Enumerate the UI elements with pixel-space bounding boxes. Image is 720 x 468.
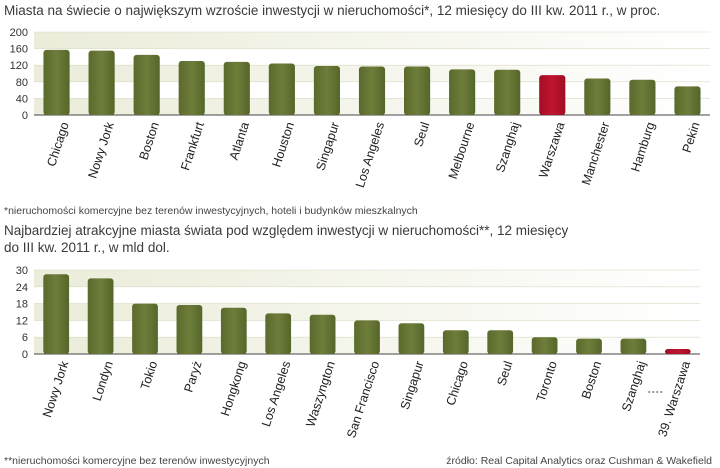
chart1-x-label-houston: Houston (269, 120, 297, 169)
chart1-bar-atlanta (223, 61, 250, 115)
chart2-x-label-seul: Seul (494, 359, 515, 387)
chart2-x-label-san-francisco: San Francisco (344, 359, 382, 439)
chart2-x-label-los-angeles: Los Angeles (259, 359, 293, 428)
chart2-bar-szanghaj (620, 338, 647, 354)
chart1-bar-nowy-jork (88, 50, 115, 115)
chart1-x-label-frankfurt: Frankfurt (178, 120, 207, 172)
chart2-x-label-39-warszawa: 39. Warszawa (655, 359, 693, 438)
chart2-y-tick-label: 6 (22, 332, 28, 344)
chart2-title-line2: do III kw. 2011 r., w mld dol. (4, 240, 170, 255)
chart1-bar-chicago (43, 49, 70, 115)
chart2-bar-los-angeles (265, 313, 292, 354)
chart1-footnote: *nieruchomości komercyjne bez terenów in… (4, 205, 418, 217)
chart2-bar-londyn (87, 278, 114, 354)
chart2-bar-toronto (531, 337, 558, 354)
chart1-plot: 0 40 80 120 160 200 Chicago Nowy Jork Boston Fran… (10, 27, 710, 189)
chart1-y-tick-label: 40 (16, 93, 28, 105)
chart1-x-label-hamburg: Hamburg (628, 120, 657, 173)
chart2-bar-seul (487, 330, 514, 354)
chart1-bar-manchester (584, 78, 611, 115)
chart1-x-label-melbourne: Melbourne (446, 120, 478, 181)
chart2-source: źródło: Real Capital Analytics oraz Cush… (446, 455, 712, 467)
chart2-title-line1: Najbardziej atrakcyjne miasta świata pod… (4, 223, 569, 238)
chart1-y-tick-label: 80 (16, 77, 28, 89)
chart1-x-label-boston: Boston (137, 120, 162, 161)
chart2-bar-waszyngton (309, 314, 336, 354)
chart1-x-label-seul: Seul (411, 120, 432, 148)
chart1-x-label-nowy-jork: Nowy Jork (85, 120, 117, 181)
chart2-x-label-hongkong: Hongkong (218, 359, 249, 418)
chart1-y-tick-label: 200 (10, 27, 28, 39)
chart1-bar-hamburg (629, 79, 656, 115)
chart1-x-label-chicago: Chicago (44, 120, 72, 168)
chart2-plot: 0 6 12 18 24 30 Nowy Jork Londyn Tokio Paryż Hongk… (16, 265, 700, 440)
chart1-x-label-szanghaj: Szanghaj (493, 120, 522, 174)
chart2-bar-boston (576, 338, 602, 354)
chart1-bar-melbourne (449, 69, 476, 115)
chart2-x-label-londyn: Londyn (90, 359, 116, 402)
chart1-bar-pekin (674, 86, 701, 115)
chart2-grid-band (34, 270, 700, 287)
chart1-x-label-manchester: Manchester (579, 120, 612, 186)
chart2-bar-nowy-jork (43, 274, 70, 354)
chart1-title: Miasta na świecie o największym wzroście… (4, 3, 661, 18)
chart2-bar-singapur (398, 323, 425, 354)
chart1-bar-seul (403, 66, 431, 115)
chart2-y-tick-label: 24 (16, 282, 28, 294)
chart1-bar-frankfurt (178, 61, 205, 115)
chart2-x-label-nowy-jork: Nowy Jork (40, 359, 72, 420)
chart2-bar-paryż (176, 305, 203, 354)
chart1-grid-band (34, 32, 710, 49)
chart2-bar-san-francisco (354, 320, 380, 354)
chart1-bar-boston (133, 54, 160, 115)
chart1-y-tick-label: 120 (10, 60, 28, 72)
chart2-x-label-boston: Boston (579, 359, 604, 400)
chart1-y-tick-label: 160 (10, 44, 28, 56)
chart2-x-label-toronto: Toronto (534, 359, 560, 403)
chart1-bar-warszawa (539, 75, 566, 115)
chart1-x-label-warszawa: Warszawa (536, 120, 567, 179)
chart1-x-label-pekin: Pekin (680, 120, 703, 154)
chart1-bar-houston (268, 63, 295, 115)
chart2-bar-hongkong (220, 307, 247, 354)
chart2-x-label-chicago: Chicago (444, 359, 472, 407)
chart2-y-tick-label: 12 (16, 315, 28, 327)
chart2-bar-39-warszawa (664, 348, 691, 354)
chart2-x-label-paryż: Paryż (181, 359, 204, 394)
chart1-bar-singapur (313, 66, 341, 115)
chart2-x-label-singapur: Singapur (398, 359, 427, 411)
chart2-x-label-szanghaj: Szanghaj (619, 359, 648, 413)
chart2-y-tick-label: 30 (16, 265, 28, 277)
chart2-bar-chicago (442, 330, 469, 354)
chart1-x-label-los-angeles: Los Angeles (353, 120, 387, 189)
chart2-footnote: **nieruchomości komercyjne bez terenów i… (4, 455, 270, 467)
chart2-x-label-waszyngton: Waszyngton (303, 359, 337, 428)
chart1-bar-los-angeles (358, 66, 386, 115)
chart2-y-tick-label: 0 (22, 349, 28, 361)
chart1-y-tick-label: 0 (22, 110, 28, 122)
chart2-y-tick-label: 18 (16, 299, 28, 311)
chart1-x-label-singapur: Singapur (313, 120, 342, 172)
chart2-x-label-tokio: Tokio (138, 359, 160, 391)
chart1-x-label-atlanta: Atlanta (227, 120, 252, 161)
chart1-bar-szanghaj (494, 69, 521, 115)
chart2-bar-tokio (132, 303, 158, 354)
